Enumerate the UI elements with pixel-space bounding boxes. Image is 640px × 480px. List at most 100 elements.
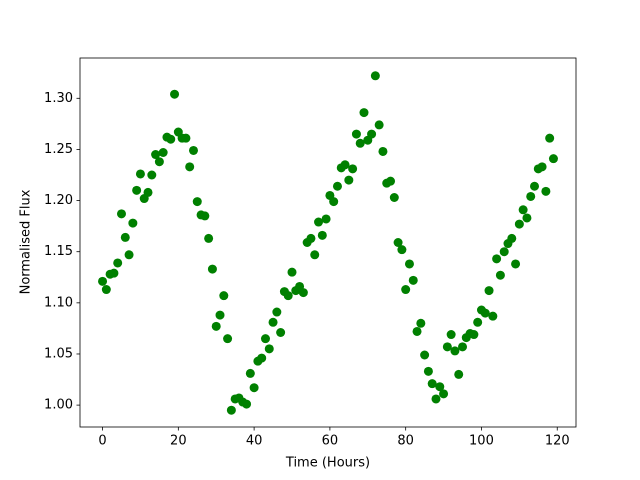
point [484, 286, 494, 296]
point [548, 154, 558, 164]
point [329, 197, 339, 207]
x-tick-label: 80 [397, 434, 414, 449]
point [185, 162, 195, 172]
point [170, 89, 180, 99]
point [268, 317, 278, 327]
point [113, 258, 123, 268]
point [386, 176, 396, 186]
x-tick-label: 20 [170, 434, 187, 449]
point [427, 379, 437, 389]
x-tick-label: 100 [469, 434, 494, 449]
point [507, 233, 517, 243]
point [264, 344, 274, 354]
point [469, 330, 479, 340]
point [283, 291, 293, 301]
y-axis-label: Normalised Flux [19, 189, 34, 294]
point [310, 250, 320, 260]
point [245, 368, 255, 378]
point [298, 288, 308, 298]
x-tick-label: 120 [545, 434, 570, 449]
point [378, 146, 388, 156]
point [412, 326, 422, 336]
point [215, 310, 225, 320]
y-tick-label: 1.05 [44, 346, 73, 361]
axes-frame [79, 57, 577, 428]
point [314, 217, 324, 227]
point [397, 245, 407, 255]
point [374, 120, 384, 130]
point [473, 317, 483, 327]
point [526, 191, 536, 201]
point [109, 268, 119, 278]
point [181, 133, 191, 143]
y-tick-label: 1.00 [44, 398, 73, 413]
point [204, 233, 214, 243]
point [511, 259, 521, 269]
point [389, 193, 399, 202]
point [514, 219, 524, 229]
point [495, 270, 505, 280]
y-tick-label: 1.10 [44, 295, 73, 310]
point [401, 285, 411, 295]
point [260, 334, 270, 344]
point [530, 181, 540, 191]
x-tick-label: 60 [322, 434, 339, 449]
y-tick-label: 1.25 [44, 142, 73, 157]
point [219, 291, 229, 301]
point [332, 181, 342, 191]
point [393, 238, 403, 247]
point [188, 145, 198, 155]
point [116, 209, 126, 219]
point [257, 353, 267, 363]
point [423, 366, 433, 376]
point [404, 259, 414, 269]
point [446, 330, 456, 340]
point [537, 162, 547, 172]
point [518, 205, 528, 215]
y-tick-label: 1.15 [44, 244, 73, 259]
point [158, 148, 168, 157]
point [344, 175, 354, 185]
point [439, 389, 449, 399]
point [458, 342, 468, 352]
point [200, 211, 210, 221]
point [348, 164, 358, 174]
point [317, 230, 327, 240]
point [431, 394, 441, 404]
point [120, 232, 130, 242]
point [135, 169, 145, 179]
point [101, 285, 111, 295]
point [154, 157, 164, 167]
point [151, 150, 161, 160]
y-tick-label: 1.30 [44, 91, 73, 106]
point [408, 275, 418, 285]
point [124, 250, 134, 260]
point [416, 318, 426, 328]
point [207, 264, 217, 274]
point [492, 254, 502, 264]
point [488, 311, 498, 321]
point [355, 138, 365, 148]
point [435, 382, 445, 392]
point [226, 405, 236, 415]
point [147, 170, 157, 180]
point [499, 247, 509, 257]
point [420, 350, 430, 360]
point [321, 214, 331, 224]
x-tick-label: 0 [98, 434, 106, 449]
point [306, 233, 316, 243]
point [143, 187, 153, 197]
point [249, 383, 259, 393]
point [370, 71, 380, 81]
point [545, 133, 555, 143]
point [211, 321, 221, 331]
point [166, 134, 176, 144]
x-tick-label: 40 [246, 434, 263, 449]
point [541, 186, 551, 196]
point [242, 399, 252, 409]
point [450, 346, 460, 356]
point [276, 328, 286, 337]
